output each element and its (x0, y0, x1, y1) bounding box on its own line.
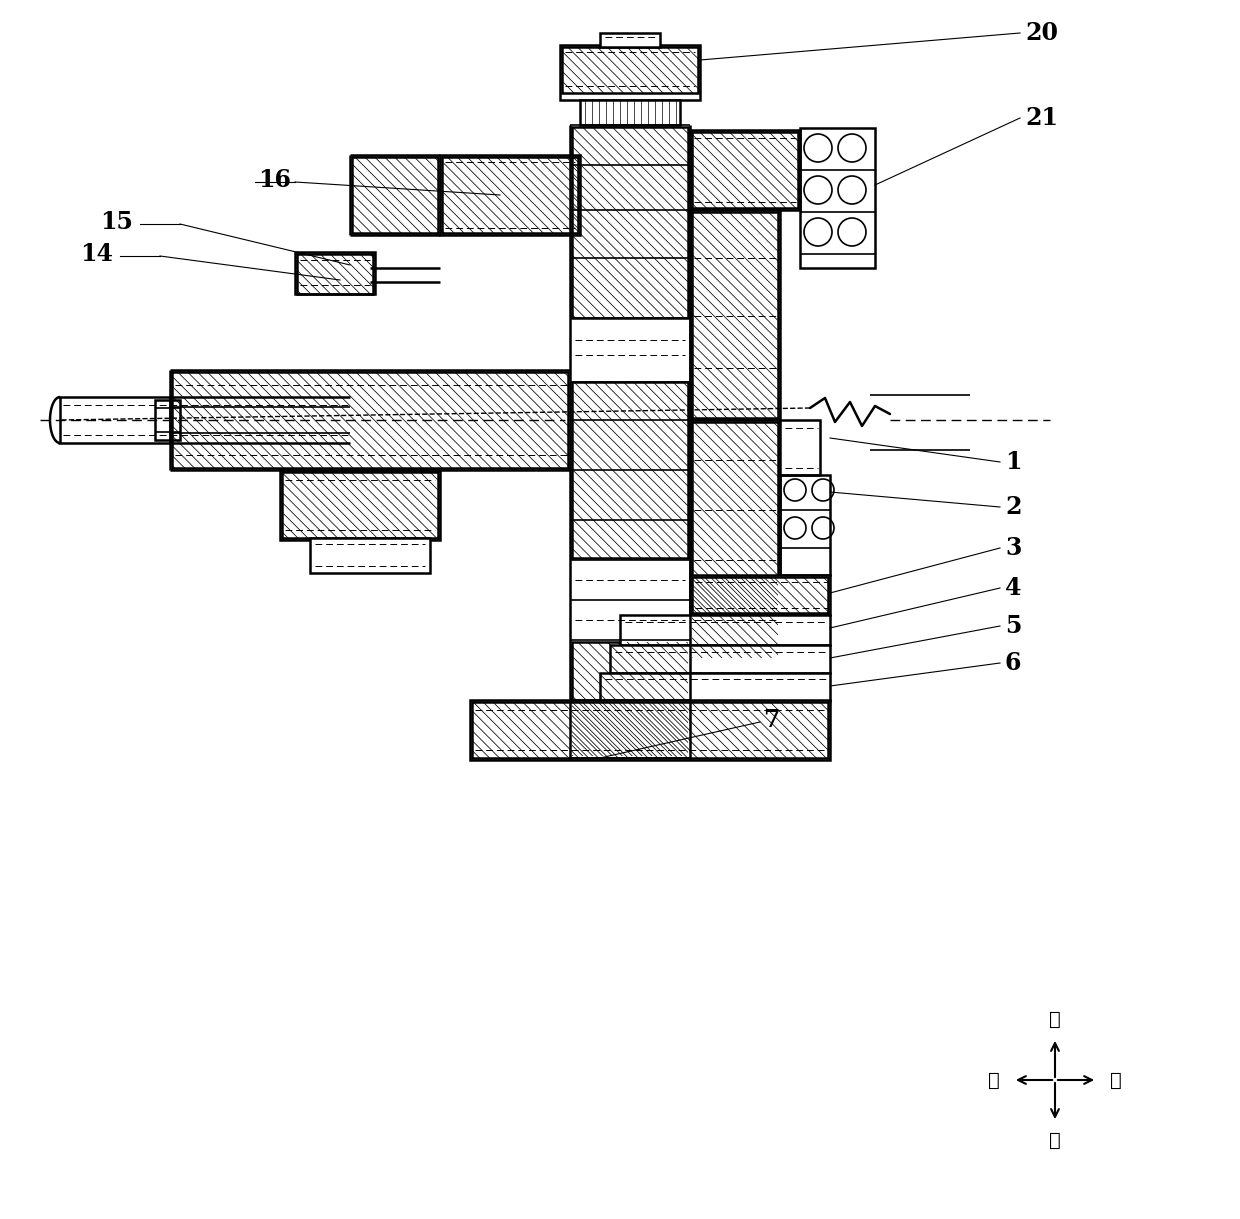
Text: 前: 前 (1110, 1070, 1122, 1090)
Text: 5: 5 (1004, 614, 1022, 638)
Bar (689, 130, 800, 210)
Bar (310, 538, 430, 573)
Bar (280, 471, 440, 540)
Circle shape (784, 517, 806, 539)
Circle shape (812, 517, 835, 539)
Text: 6: 6 (1004, 651, 1022, 675)
Bar (470, 700, 830, 759)
Text: 2: 2 (1004, 495, 1022, 519)
Bar (600, 33, 660, 48)
Bar (780, 475, 830, 575)
Bar (580, 100, 680, 126)
Bar (689, 421, 780, 659)
Bar (440, 155, 580, 235)
Bar (560, 45, 701, 100)
Bar (689, 210, 780, 421)
Text: 20: 20 (1025, 21, 1058, 45)
Text: 7: 7 (763, 708, 780, 731)
Circle shape (804, 218, 832, 246)
Circle shape (838, 134, 866, 162)
Text: 15: 15 (100, 210, 133, 234)
Bar (155, 400, 180, 440)
Text: 上: 上 (1049, 1009, 1061, 1029)
Circle shape (784, 479, 806, 501)
Text: 后: 后 (988, 1070, 999, 1090)
Text: 下: 下 (1049, 1131, 1061, 1151)
Text: 21: 21 (1025, 106, 1058, 130)
Text: 4: 4 (1004, 577, 1022, 600)
Bar (689, 575, 830, 616)
Circle shape (812, 479, 835, 501)
Bar (800, 128, 875, 268)
Bar (780, 421, 820, 475)
Circle shape (838, 176, 866, 204)
Text: 3: 3 (1004, 536, 1022, 560)
Text: 1: 1 (1004, 450, 1022, 474)
Circle shape (838, 218, 866, 246)
Text: 14: 14 (81, 243, 113, 266)
Circle shape (804, 134, 832, 162)
Bar (610, 645, 830, 673)
Bar (600, 673, 830, 701)
Circle shape (804, 176, 832, 204)
Text: 16: 16 (258, 168, 291, 193)
Bar (620, 616, 830, 645)
Bar (295, 252, 374, 294)
